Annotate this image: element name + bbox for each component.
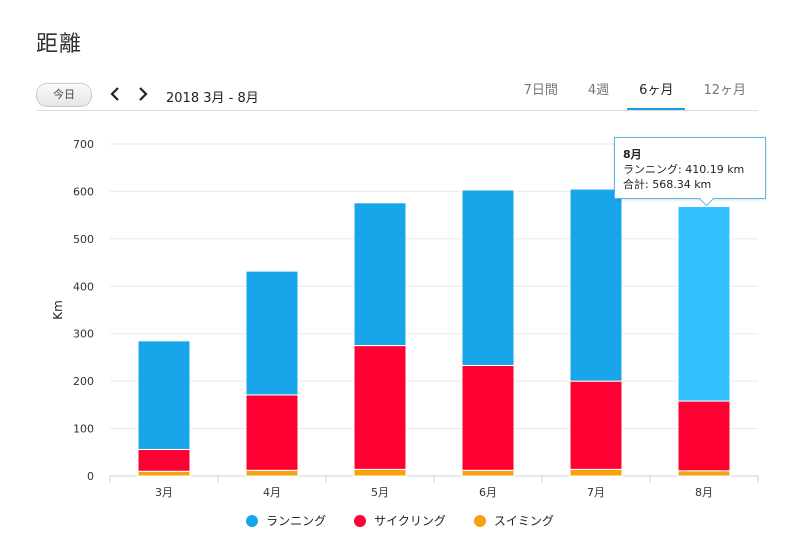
distance-chart: 0 100 200 300 400 500 600 700 Km 3月 4月 5月 6月 7月 8月 <box>51 138 759 499</box>
x-tick-label: 4月 <box>263 486 281 499</box>
range-tabs: 7日間 4週 6ヶ月 12ヶ月 <box>506 78 758 110</box>
x-tick-label: 5月 <box>371 486 389 499</box>
bar-cycling-4 <box>461 364 515 471</box>
x-tick-label: 6月 <box>479 486 497 499</box>
bar-running-6 <box>677 206 731 402</box>
bar-running-5 <box>569 188 623 382</box>
tab-4-weeks[interactable]: 4週 <box>587 83 610 98</box>
period-label: 2018 3月 - 8月 <box>166 91 259 106</box>
legend-item-cycling[interactable]: サイクリング <box>354 512 446 529</box>
legend-dot-running <box>246 514 259 527</box>
tooltip-total-value: 合計: 568.34 km <box>623 178 712 191</box>
y-tick-label: 0 <box>87 470 94 483</box>
bar-swimming-1 <box>137 470 191 477</box>
tooltip-running-value: ランニング: 410.19 km <box>623 163 745 176</box>
bar-running-4 <box>461 189 515 366</box>
chart-legend: ランニング サイクリング スイミング <box>0 512 800 529</box>
y-axis-label: Km <box>51 300 65 320</box>
tab-12-months[interactable]: 12ヶ月 <box>703 83 746 98</box>
page-title: 距離 <box>36 32 83 57</box>
tooltip-title: 8月 <box>623 148 642 161</box>
y-tick-label: 600 <box>73 185 94 198</box>
x-tick-label: 7月 <box>587 486 605 499</box>
bar-swimming-5 <box>569 468 623 477</box>
bar-cycling-3 <box>353 345 407 470</box>
bar-swimming-3 <box>353 468 407 477</box>
y-tick-label: 700 <box>73 138 94 151</box>
x-tick-label: 8月 <box>695 486 713 499</box>
chevron-left-icon[interactable] <box>106 84 124 104</box>
bar-cycling-6 <box>677 400 731 472</box>
legend-dot-swimming <box>473 514 486 527</box>
y-tick-label: 400 <box>73 280 94 293</box>
legend-label-running: ランニング <box>266 514 327 528</box>
toolbar: 今日 2018 3月 - 8月 7日間 4週 6ヶ月 12ヶ月 <box>36 78 758 111</box>
today-button[interactable]: 今日 <box>36 83 92 107</box>
x-tick-label: 3月 <box>155 486 173 499</box>
bar-swimming-2 <box>245 469 299 477</box>
chart-tooltip: 8月 ランニング: 410.19 km 合計: 568.34 km <box>614 137 766 207</box>
bar-cycling-2 <box>245 394 299 471</box>
y-tick-label: 300 <box>73 328 94 341</box>
y-tick-label: 200 <box>73 375 94 388</box>
bar-running-2 <box>245 270 299 396</box>
bar-swimming-4 <box>461 469 515 477</box>
legend-item-running[interactable]: ランニング <box>246 512 326 529</box>
bar-cycling-5 <box>569 380 623 470</box>
legend-item-swimming[interactable]: スイミング <box>473 512 554 529</box>
legend-label-cycling: サイクリング <box>374 514 446 528</box>
legend-label-swimming: スイミング <box>493 514 554 528</box>
bar-cycling-1 <box>137 448 191 472</box>
bar-running-1 <box>137 340 191 450</box>
bar-swimming-6 <box>677 470 731 477</box>
y-tick-label: 500 <box>73 233 94 246</box>
legend-dot-cycling <box>354 514 367 527</box>
y-tick-label: 100 <box>73 423 94 436</box>
bar-running-3 <box>353 202 407 347</box>
tab-7-days[interactable]: 7日間 <box>523 83 558 98</box>
tab-6-months[interactable]: 6ヶ月 <box>627 78 686 110</box>
chevron-right-icon[interactable] <box>134 84 152 104</box>
